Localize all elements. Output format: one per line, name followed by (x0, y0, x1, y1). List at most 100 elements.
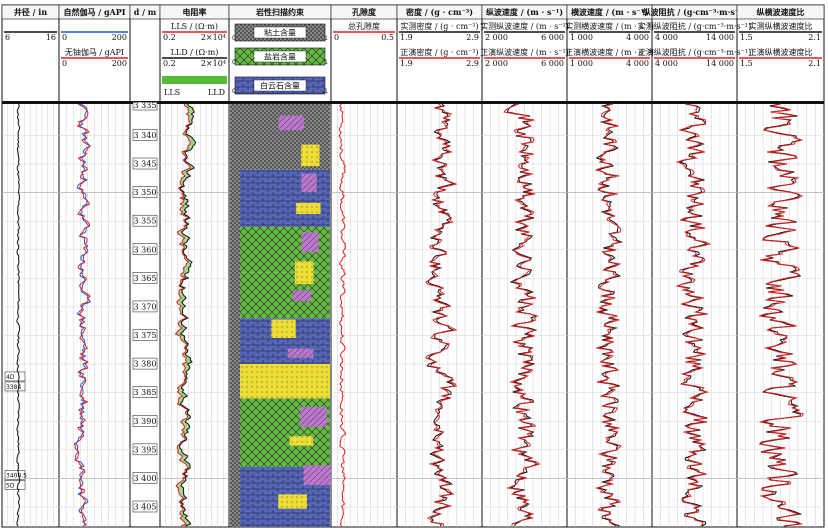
legend-label-box-0 (253, 26, 307, 39)
curve-name-por-0: 总孔隙度 (348, 21, 380, 31)
annotation-0: 4D (6, 374, 15, 381)
depth-tick-label: 3 375 (134, 331, 157, 340)
curve-gr-1 (73, 103, 91, 527)
legend-label-2: 白云石含量 (260, 81, 300, 91)
curve-max-res-0: 2×10⁴ (201, 33, 226, 42)
litho-lens-6 (292, 290, 312, 302)
depth-tick-label: 3 400 (134, 474, 157, 483)
curve-name-den-1: 正演密度 / (g · cm⁻³) (400, 47, 478, 57)
header-vs: 横波速度 / (m · s⁻¹) 实测横波速度 / (m · s⁻¹) 1 000 4… (565, 4, 654, 68)
header-vp: 纵波速度 / (m · s⁻¹) 实测纵波速度 / (m · s⁻¹) 2 000 6… (480, 4, 569, 68)
curve-name-den-0: 实测密度 / (g · cm⁻³) (400, 21, 478, 31)
header-title-cell (736, 4, 825, 20)
curve-name-vs-0: 实测横波速度 / (m · s⁻¹) (565, 21, 654, 31)
curve-max-vp-0: 6 000 (541, 33, 564, 42)
curve-den-0 (426, 103, 456, 527)
depth-top-label: 3 335 (134, 101, 157, 110)
depth-tick-label: 3 370 (134, 302, 157, 311)
curve-name-vpvs-0: 实测纵横波速度比 (749, 21, 813, 31)
curve-name-vs-1: 正演横波速度 / (m · s⁻¹) (565, 47, 654, 57)
legend-label-0: 粘土含量 (264, 28, 296, 38)
header-ai: 纵波阻抗 / (g·cm⁻³·m·s⁻¹) 实测纵波阻抗 / (g·cm⁻³·m·… (638, 4, 751, 68)
litho-lens-13 (278, 494, 308, 509)
track-title-depth: d / m (134, 7, 157, 17)
annotation-2-box (4, 470, 26, 480)
track-title-vpvs: 纵横波速度比 (757, 7, 805, 17)
curve-max-res-1: 2×10⁴ (201, 59, 226, 68)
track-title-res: 电阻率 (183, 7, 207, 17)
curve-max-vs-1: 4 000 (626, 59, 649, 68)
curve-max-vp-1: 6 000 (541, 59, 564, 68)
depth-tick-label: 3 350 (134, 188, 157, 197)
legend-min-2: 0 (232, 88, 236, 95)
legend-min-0: 0 (232, 35, 236, 42)
curve-max-caliper-0: 16 (46, 33, 56, 42)
curve-vpvs-1 (758, 103, 805, 527)
litho-lens-3 (296, 202, 321, 215)
depth-tick-box (132, 157, 158, 170)
litho-lens-2 (301, 173, 317, 193)
curve-min-vs-0: 1 000 (570, 33, 593, 42)
depth-tick-label: 3 405 (134, 502, 157, 511)
curve-min-den-0: 1.9 (400, 33, 413, 42)
legend-label-1: 盐岩含量 (264, 52, 296, 62)
curve-min-res-0: 0.2 (163, 33, 176, 42)
curve-min-por-0: 0 (334, 33, 339, 42)
curve-max-por-0: 0.5 (381, 33, 394, 42)
track-title-den: 密度 / (g · cm⁻³) (405, 7, 473, 17)
track-title-litho: 岩性扫描约束 (255, 7, 305, 17)
curve-min-gr-0: 0 (62, 33, 67, 42)
litho-lens-7 (271, 319, 296, 339)
depth-tick-box (132, 129, 158, 141)
curve-ai-1 (675, 103, 712, 527)
track-title-ai: 纵波阻抗 / (g·cm⁻³·m·s⁻¹) (643, 7, 747, 17)
curve-min-ai-1: 4 000 (655, 59, 678, 68)
header-depth: d / m (129, 4, 161, 20)
curve-res-0 (174, 103, 192, 527)
curve-min-res-1: 0.2 (163, 59, 176, 68)
curve-max-gr-0: 200 (112, 33, 127, 42)
annotation-0-box (4, 371, 26, 382)
curve-min-caliper-0: 6 (5, 33, 10, 42)
curve-max-ai-0: 14 000 (706, 33, 734, 42)
litho-band-3 (230, 272, 330, 319)
legend-max-1: 1 (324, 59, 328, 66)
header-den: 密度 / (g · cm⁻³) 实测密度 / (g · cm⁻³) 1.9 2.9 正演… (396, 4, 483, 68)
depth-tick-label: 3 365 (134, 274, 157, 283)
legend-label-box-2 (253, 79, 307, 92)
legend-max-0: 1 (324, 35, 328, 42)
depth-tick-label: 3 345 (134, 160, 157, 169)
fill-swatch (162, 76, 227, 84)
track-title-gr: 自然伽马 / gAPI (63, 7, 125, 17)
curve-min-vp-1: 2 000 (485, 59, 508, 68)
fill-right-label: LLD (208, 88, 225, 97)
legend-min-1: 0 (232, 59, 236, 66)
depth-tick-box (132, 272, 158, 284)
header-separator (2, 101, 824, 104)
annotation-1-box (4, 381, 26, 392)
curve-name-res-1: LLD / (Ω·m) (171, 48, 219, 57)
depth-tick-box (132, 186, 158, 198)
curve-name-ai-1: 正演纵波阻抗 / (g·cm⁻³·m·s⁻¹) (638, 47, 751, 57)
curve-name-vp-0: 实测纵波速度 / (m · s⁻¹) (480, 21, 569, 31)
curve-den-1 (425, 103, 458, 527)
curve-min-den-1: 1.9 (400, 59, 413, 68)
annotation-1: 3384 (6, 384, 21, 391)
curve-max-den-1: 2.9 (466, 59, 479, 68)
litho-lens-4 (301, 232, 319, 253)
depth-tick-label: 3 385 (134, 388, 157, 397)
track-title-caliper: 井径 / in (14, 7, 48, 17)
legend-max-2: 1 (324, 88, 328, 95)
track-title-por: 孔隙度 (352, 7, 377, 17)
litho-lens-5 (294, 261, 314, 285)
header-caliper: 井径 / in 6 16 (1, 4, 60, 42)
depth-tick-label: 3 360 (134, 245, 157, 254)
depth-tick-label: 3 390 (134, 417, 157, 426)
litho-lens-9 (278, 377, 291, 396)
depth-tick-box (132, 214, 158, 227)
curve-max-vpvs-0: 2.1 (808, 33, 821, 42)
header-res: 电阻率 LLS / (Ω·m) 0.2 2×10⁴ LLD / (Ω·m) 0.2 2×10… (159, 4, 230, 97)
curve-min-ai-0: 4 000 (655, 33, 678, 42)
depth-tick-label: 3 340 (134, 131, 157, 140)
